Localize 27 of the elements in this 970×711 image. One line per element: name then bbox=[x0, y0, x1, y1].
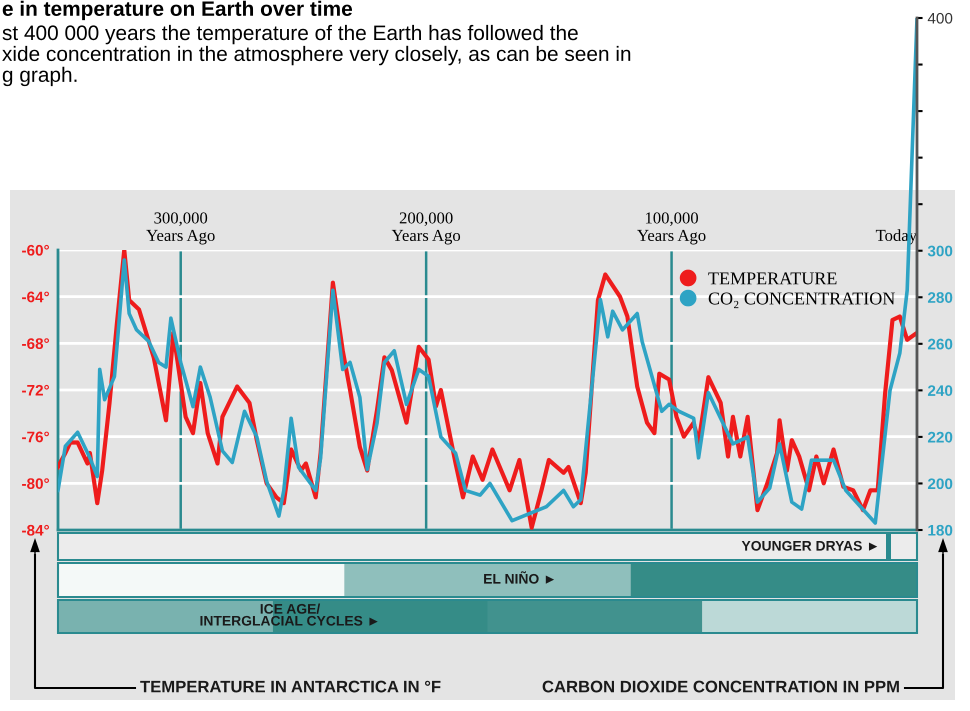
y2-tick-label: 180 bbox=[928, 524, 952, 536]
y-tick-label: -64° bbox=[22, 292, 50, 302]
y2-tick-label: 200 bbox=[928, 478, 952, 490]
legend-label: CO₂ CONCENTRATION bbox=[708, 292, 895, 308]
text: CARBON DIOXIDE CONCENTRATION IN PPM bbox=[542, 680, 899, 692]
y-tick-label: -72° bbox=[22, 384, 50, 396]
text: ICE AGE/ INTERGLACIAL CYCLES ► bbox=[200, 604, 378, 626]
chart-title: e in temperature on Earth over time bbox=[2, 0, 352, 20]
y2-tick-label: 240 bbox=[928, 385, 952, 396]
legend-label: TEMPERATURE bbox=[708, 272, 836, 284]
x-tick-label: 200,000 Years Ago bbox=[392, 212, 460, 244]
text: TEMPERATURE IN ANTARCTICA IN °F bbox=[140, 680, 440, 692]
y-tick-label: -76° bbox=[22, 432, 50, 442]
y-tick-label: -84° bbox=[22, 524, 50, 536]
text: EL NIÑO ► bbox=[484, 571, 554, 584]
y2-tick-label: 300 bbox=[928, 246, 952, 256]
x-tick-label: 100,000 Years Ago bbox=[637, 212, 706, 244]
y2-tick-label: 280 bbox=[928, 292, 952, 303]
y2-tick-label: 220 bbox=[928, 432, 952, 443]
y-tick-label: -80° bbox=[22, 478, 50, 490]
y-tick-label: -60° bbox=[22, 244, 50, 256]
x-tick-label: 300,000 Years Ago bbox=[146, 212, 215, 244]
y-tick-label: -68° bbox=[22, 338, 50, 350]
y2-tick-label: 400 bbox=[928, 12, 952, 24]
text: YOUNGER DRYAS ► bbox=[742, 540, 878, 551]
y2-tick-label: 260 bbox=[928, 338, 952, 350]
chart-subtitle: st 400 000 years the temperature of the Earth has followed the xide concentration in the atmosphere very closely, as can be seen in g graph. bbox=[2, 24, 630, 86]
